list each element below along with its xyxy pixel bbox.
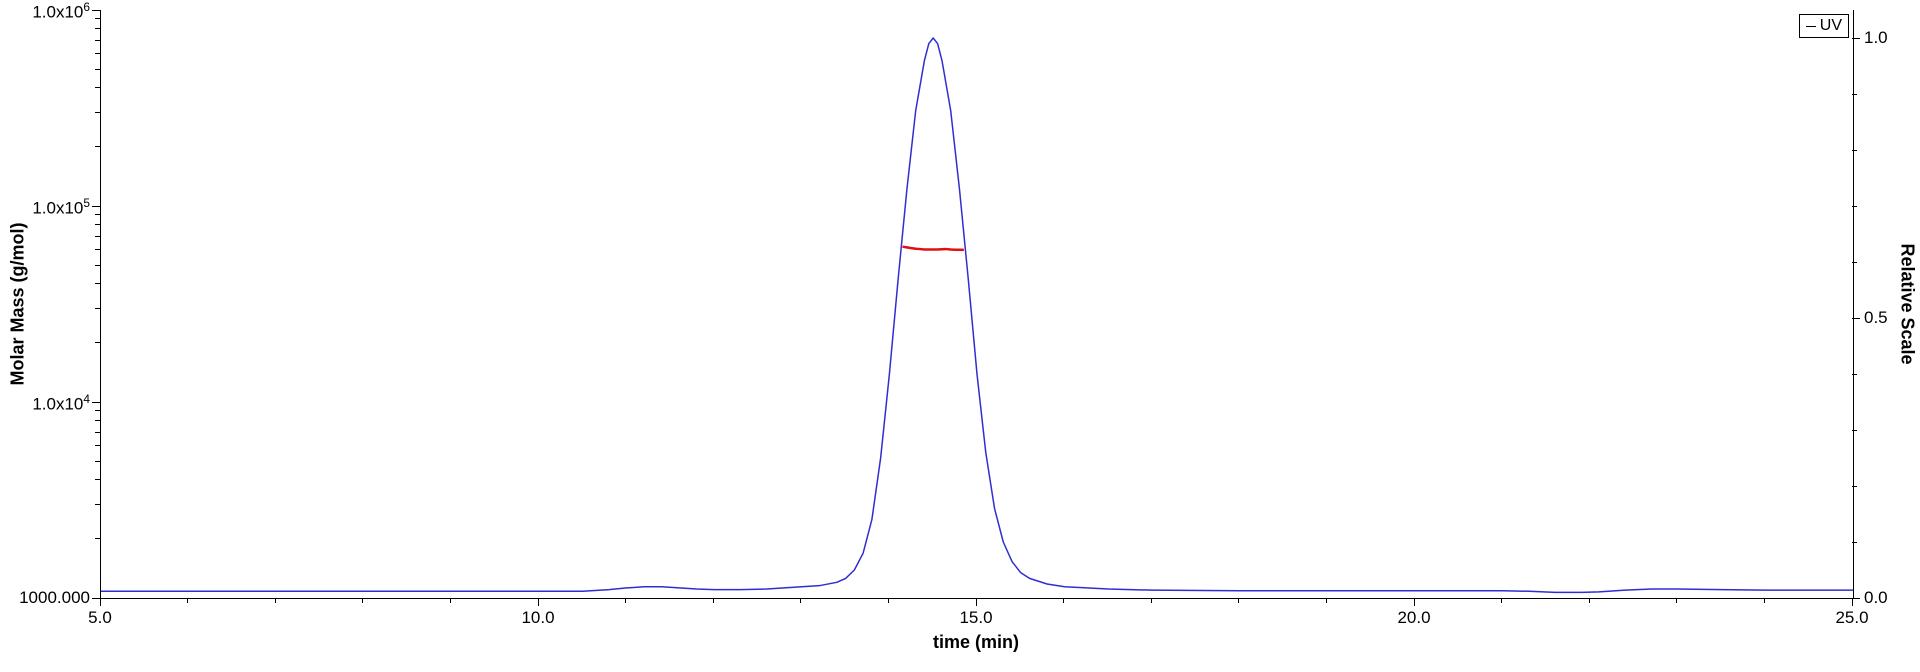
y-left-minor-tick — [95, 53, 100, 54]
y-right-minor-tick — [1852, 206, 1857, 207]
x-tick-label: 25.0 — [1835, 608, 1868, 628]
chromatogram-chart: UV Molar Mass (g/mol) Relative Scale tim… — [0, 0, 1920, 672]
x-minor-tick — [362, 598, 363, 603]
x-tick-mark — [1852, 598, 1853, 606]
x-minor-tick — [1151, 598, 1152, 603]
y-left-minor-tick — [95, 461, 100, 462]
y-right-minor-tick — [1852, 374, 1857, 375]
x-tick-label: 15.0 — [959, 608, 992, 628]
x-minor-tick — [1238, 598, 1239, 603]
x-tick-label: 10.0 — [521, 608, 554, 628]
y-left-minor-tick — [95, 445, 100, 446]
y-left-minor-tick — [95, 69, 100, 70]
x-minor-tick — [1589, 598, 1590, 603]
y-left-minor-tick — [95, 479, 100, 480]
legend: UV — [1799, 14, 1849, 38]
y-left-minor-tick — [95, 146, 100, 147]
x-minor-tick — [1501, 598, 1502, 603]
x-minor-tick — [800, 598, 801, 603]
y-left-minor-tick — [95, 112, 100, 113]
x-minor-tick — [1326, 598, 1327, 603]
y-right-minor-tick — [1852, 262, 1857, 263]
y-right-minor-tick — [1852, 542, 1857, 543]
y-left-minor-tick — [95, 214, 100, 215]
y-left-minor-tick — [95, 342, 100, 343]
y-left-tick-mark — [92, 598, 100, 599]
plot-svg — [101, 10, 1853, 598]
x-minor-tick — [187, 598, 188, 603]
y-left-tick-label: 1000.000 — [19, 588, 90, 608]
y-right-tick-mark — [1852, 38, 1860, 39]
y-left-minor-tick — [95, 504, 100, 505]
x-minor-tick — [1063, 598, 1064, 603]
x-tick-label: 5.0 — [88, 608, 112, 628]
x-minor-tick — [450, 598, 451, 603]
y-left-minor-tick — [95, 432, 100, 433]
y-left-minor-tick — [95, 249, 100, 250]
y-left-minor-tick — [95, 283, 100, 284]
y-left-tick-mark — [92, 206, 100, 207]
y-left-minor-tick — [95, 538, 100, 539]
y-left-minor-tick — [95, 236, 100, 237]
x-tick-mark — [976, 598, 977, 606]
y-right-tick-mark — [1852, 318, 1860, 319]
x-axis-label: time (min) — [933, 632, 1019, 653]
y-right-tick-mark — [1852, 598, 1860, 599]
y-left-minor-tick — [95, 410, 100, 411]
y-right-tick-label: 0.5 — [1864, 308, 1888, 328]
molar-mass-trace — [903, 247, 964, 250]
x-minor-tick — [1676, 598, 1677, 603]
y-right-minor-tick — [1852, 150, 1857, 151]
y-left-minor-tick — [95, 265, 100, 266]
x-minor-tick — [1764, 598, 1765, 603]
x-minor-tick — [713, 598, 714, 603]
y-axis-right-label: Relative Scale — [1897, 243, 1918, 364]
x-tick-mark — [1414, 598, 1415, 606]
y-left-tick-mark — [92, 402, 100, 403]
x-minor-tick — [275, 598, 276, 603]
y-right-tick-label: 0.0 — [1864, 588, 1888, 608]
legend-label: UV — [1820, 17, 1842, 35]
y-left-minor-tick — [95, 87, 100, 88]
x-tick-mark — [100, 598, 101, 606]
y-right-tick-label: 1.0 — [1864, 28, 1888, 48]
y-left-minor-tick — [95, 28, 100, 29]
x-tick-mark — [538, 598, 539, 606]
plot-area: UV — [100, 10, 1854, 599]
y-axis-left-label: Molar Mass (g/mol) — [8, 222, 29, 385]
y-left-tick-label: 1.0x104 — [32, 392, 90, 415]
y-left-tick-mark — [92, 10, 100, 11]
x-tick-label: 20.0 — [1397, 608, 1430, 628]
y-left-minor-tick — [95, 420, 100, 421]
y-left-minor-tick — [95, 308, 100, 309]
y-right-minor-tick — [1852, 486, 1857, 487]
y-left-minor-tick — [95, 40, 100, 41]
y-right-minor-tick — [1852, 94, 1857, 95]
y-left-minor-tick — [95, 224, 100, 225]
legend-line-marker — [1806, 26, 1816, 27]
y-left-tick-label: 1.0x106 — [32, 0, 90, 23]
x-minor-tick — [888, 598, 889, 603]
y-right-minor-tick — [1852, 430, 1857, 431]
x-minor-tick — [625, 598, 626, 603]
y-left-tick-label: 1.0x105 — [32, 196, 90, 219]
uv-trace — [101, 38, 1853, 592]
y-left-minor-tick — [95, 18, 100, 19]
